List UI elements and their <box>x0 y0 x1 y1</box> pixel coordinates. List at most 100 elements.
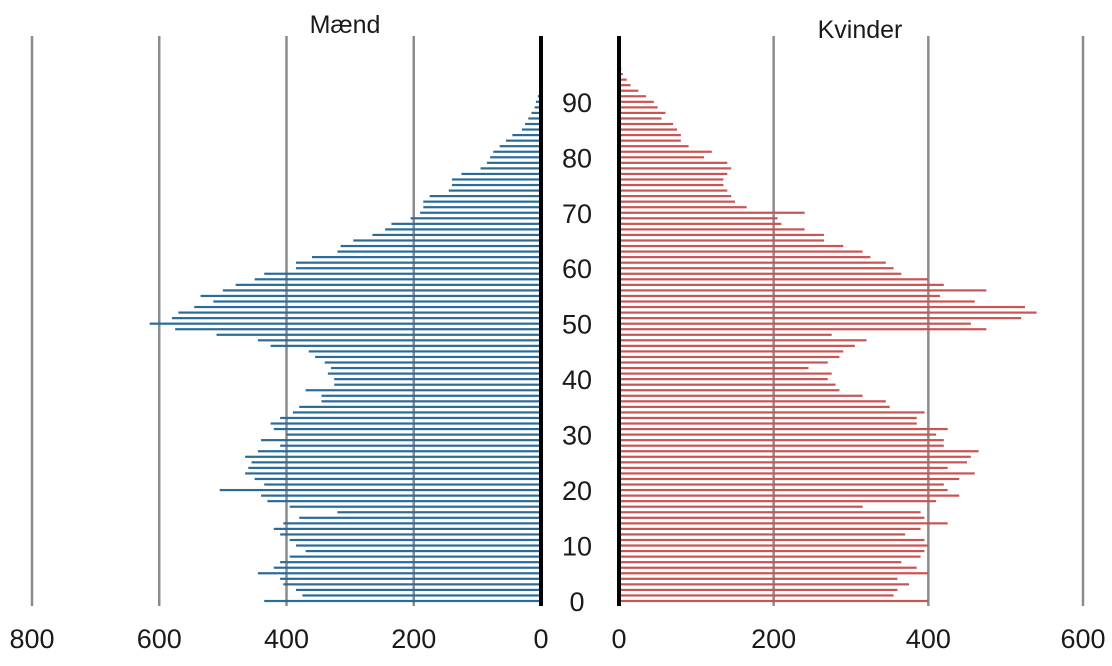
maend-bar <box>213 300 542 303</box>
kvinder-bar <box>619 583 909 586</box>
kvinder-bar <box>619 355 840 359</box>
kvinder-bar <box>619 178 724 181</box>
kvinder-bar <box>619 283 944 286</box>
kvinder-bar <box>619 117 662 120</box>
kvinder-bar <box>619 145 689 148</box>
kvinder-bar <box>619 100 654 103</box>
maend-bar <box>296 588 541 592</box>
kvinder-bar <box>619 350 844 353</box>
maend-bar <box>270 344 541 347</box>
maend-bar <box>327 372 541 375</box>
maend-bar <box>493 150 541 153</box>
maend-bar <box>251 461 541 464</box>
maend-bar <box>372 233 541 237</box>
age-tick-label: 40 <box>562 365 592 395</box>
kvinder-bar <box>619 128 677 131</box>
kvinder-bar <box>619 533 906 536</box>
kvinder-bar <box>619 561 902 564</box>
kvinder-bar <box>619 317 1022 320</box>
kvinder-bar <box>619 167 732 170</box>
maend-bar <box>299 405 541 408</box>
kvinder-bar <box>619 549 925 553</box>
kvinder-bar <box>619 389 840 392</box>
kvinder-bar <box>619 488 948 492</box>
kvinder-bar <box>619 361 828 364</box>
kvinder-bar <box>619 572 929 575</box>
kvinder-bar <box>619 211 805 214</box>
maend-bar <box>273 527 541 530</box>
kvinder-bar <box>619 294 940 298</box>
maend-bar <box>254 477 541 481</box>
maend-x-tick-label: 200 <box>391 624 436 654</box>
maend-bar <box>248 466 541 469</box>
kvinder-bar <box>619 433 937 436</box>
maend-bar <box>286 433 541 436</box>
age-tick-label: 90 <box>562 88 592 118</box>
maend-bar <box>257 572 541 575</box>
maend-bar <box>451 183 541 187</box>
maend-bar <box>448 189 541 192</box>
maend-bar <box>235 283 541 286</box>
maend-bar <box>321 394 541 397</box>
maend-bar <box>273 566 541 569</box>
kvinder-bar <box>619 239 824 242</box>
age-tick-label: 70 <box>562 199 592 229</box>
maend-bar <box>289 505 541 508</box>
kvinder-bar <box>619 599 929 603</box>
maend-bar <box>175 328 541 331</box>
maend-bar <box>267 500 541 503</box>
maend-bar <box>410 217 541 220</box>
age-tick-label: 80 <box>562 143 592 173</box>
kvinder-bar <box>619 311 1037 314</box>
maend-bar <box>254 278 541 281</box>
maend-bar <box>324 361 541 364</box>
maend-bar <box>305 389 541 392</box>
maend-bar <box>461 172 541 176</box>
maend-bar <box>280 561 541 564</box>
kvinder-bar <box>619 78 627 81</box>
maend-bar <box>337 250 541 253</box>
maend-bar <box>423 200 541 203</box>
maend-bar <box>528 117 541 120</box>
maend-bar <box>423 206 541 209</box>
maend-bar <box>490 156 541 159</box>
maend-bar <box>534 106 541 109</box>
kvinder-bar <box>619 472 975 475</box>
kvinder-bar <box>619 461 967 464</box>
kvinder-bar <box>619 289 987 292</box>
kvinder-bar <box>619 278 929 281</box>
maend-bar <box>280 577 541 580</box>
kvinder-bar <box>619 555 921 558</box>
kvinder-bar <box>619 106 658 109</box>
kvinder-bar <box>619 383 836 386</box>
maend-bar <box>292 411 541 414</box>
kvinder-bar <box>619 477 960 481</box>
kvinder-bar <box>619 527 921 530</box>
maend-bar <box>535 100 541 103</box>
maend-bar <box>334 383 541 386</box>
kvinder-bar <box>619 405 890 408</box>
kvinder-bar <box>619 577 898 580</box>
maend-bar <box>219 488 541 492</box>
maend-bar <box>391 222 541 225</box>
kvinder-bar <box>619 400 886 403</box>
maend-bar <box>149 322 542 325</box>
kvinder-bar <box>619 516 925 519</box>
kvinder-bar <box>619 538 925 542</box>
maend-bar <box>270 422 541 425</box>
maend-bar <box>280 444 541 447</box>
kvinder-x-tick-label: 0 <box>611 624 626 654</box>
maend-bar <box>245 455 542 458</box>
maend-x-tick-label: 0 <box>533 624 548 654</box>
kvinder-bar <box>619 566 917 569</box>
kvinder-bar <box>619 483 944 486</box>
kvinder-bar <box>619 95 647 98</box>
maend-bar <box>216 333 541 336</box>
kvinder-bar <box>619 455 971 458</box>
kvinder-bar <box>619 233 824 237</box>
kvinder-bar <box>619 250 863 253</box>
maend-bar <box>385 228 541 231</box>
maend-bar <box>321 400 541 403</box>
kvinder-bar <box>619 300 975 303</box>
kvinder-bar <box>619 195 732 198</box>
